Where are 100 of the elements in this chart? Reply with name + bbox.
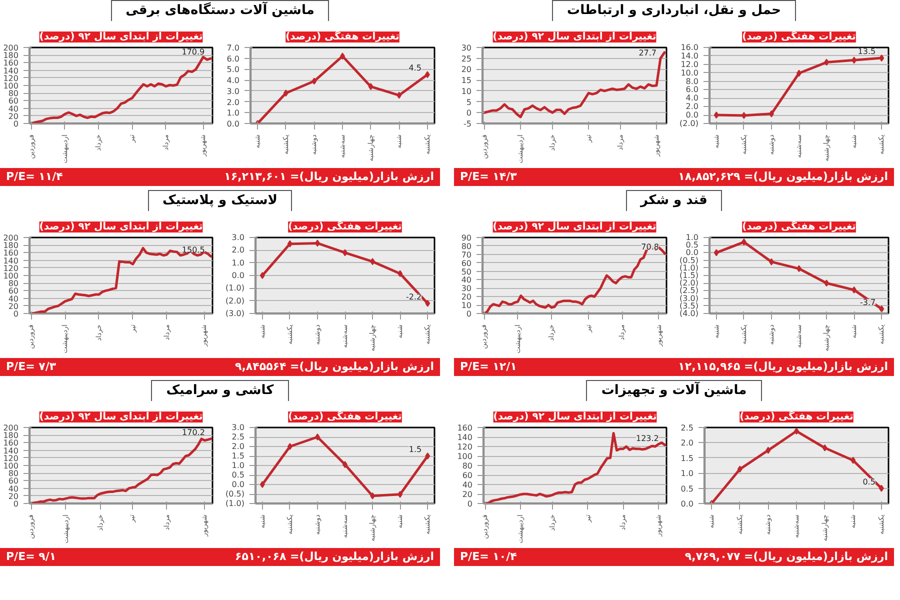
y-tick-label: 100 (3, 82, 19, 90)
y-tick-label: 140 (3, 446, 19, 456)
chart-title: تغییرات هفتگی (درصد) (286, 30, 400, 42)
chart-title: تغییرات هفتگی (درصد) (742, 30, 856, 42)
y-tick-label: 200 (3, 44, 19, 52)
y-tick-label: 0.0 (680, 500, 694, 508)
y-tick-label: 3.0 (232, 423, 245, 432)
y-tick-label: 15 (461, 76, 472, 86)
y-tick-label: 14.0 (680, 51, 698, 60)
y-tick-label: 10 (461, 301, 472, 310)
text: P/E= ۹/۱ (6, 549, 56, 565)
y-tick-label: 60 (8, 286, 19, 296)
y-tick-label: 6.0 (686, 85, 699, 94)
y-tick-label: 20 (8, 302, 19, 311)
data-label: 70.8 (641, 242, 659, 252)
y-tick-label: 0.0 (226, 120, 240, 128)
y-tick-label: 80 (462, 462, 473, 470)
y-tick-label: 20 (461, 65, 472, 74)
y-tick-label: 40 (8, 484, 19, 494)
y-tick-label: 120 (457, 442, 473, 452)
y-tick-label: 200 (3, 424, 19, 432)
y-tick-label: 140 (3, 256, 19, 266)
text: ماشین آلات دستگاه‌های برقی (110, 0, 330, 21)
chart-title: تغییرات از ابتدای سال ۹۲ (درصد) (39, 222, 203, 232)
y-tick-label: 0 (13, 120, 19, 128)
y-tick-label: 40 (8, 294, 19, 304)
y-tick-label: 180 (3, 431, 19, 440)
y-tick-label: (4.0) (680, 309, 699, 318)
y-tick-label: 0.5 (686, 240, 699, 250)
y-tick-label: (1.0) (680, 263, 699, 272)
chart-title: تغییرات از ابتدای سال ۹۲ (درصد) (39, 412, 203, 422)
y-tick-label: 100 (457, 452, 473, 461)
y-tick-label: 60 (8, 476, 19, 486)
y-tick-label: 2.0 (232, 442, 245, 451)
y-tick-label: 1.5 (232, 452, 245, 460)
y-tick-label: (1.5) (680, 271, 699, 280)
text: P/E= ۱۰/۴ (460, 549, 517, 565)
y-tick-label: (1.0) (226, 284, 245, 293)
y-tick-label: -5 (464, 120, 472, 128)
y-tick-label: 0.0 (686, 110, 699, 120)
y-tick-label: 0.5 (680, 484, 694, 494)
text: ماشین آلات و تجهیزات (586, 380, 762, 401)
text: ارزش بازار(میلیون ریال)= ۱۲,۱۱۵,۹۶۵ (678, 359, 888, 375)
y-tick-label: (0.5) (226, 490, 245, 498)
y-tick-label: 100 (3, 462, 19, 470)
y-tick-label: (1.0) (226, 499, 245, 508)
y-tick-label: (2.5) (680, 286, 699, 296)
y-tick-label: 7.0 (226, 44, 240, 52)
y-tick-label: 2.0 (686, 102, 699, 112)
y-tick-label: 5 (466, 98, 472, 107)
y-tick-label: 180 (3, 241, 19, 250)
y-tick-label: 8.0 (686, 76, 699, 86)
chart-title: تغییرات هفتگی (درصد) (742, 220, 856, 232)
y-tick-label: 160 (3, 248, 19, 258)
y-tick-label: 20 (462, 490, 473, 499)
chart-title: تغییرات از ابتدای سال ۹۲ (درصد) (493, 412, 657, 422)
y-tick-label: 40 (462, 480, 473, 490)
y-tick-label: 200 (3, 234, 19, 242)
chart-title: تغییرات از ابتدای سال ۹۲ (درصد) (492, 222, 656, 232)
y-tick-label: (3.0) (680, 294, 699, 303)
y-tick-label: 10 (461, 86, 472, 96)
y-tick-label: 2.0 (680, 438, 694, 448)
data-label: 1.5 (408, 445, 422, 454)
text: قند و شکر (626, 190, 722, 211)
y-tick-label: 60 (8, 96, 19, 106)
data-label: 170.2 (182, 428, 205, 437)
y-tick-label: 0.0 (232, 480, 245, 489)
y-tick-label: 40 (8, 104, 19, 114)
chart-title: تغییرات هفتگی (درصد) (288, 410, 402, 422)
y-tick-label: 160 (3, 438, 19, 448)
y-tick-label: 160 (3, 58, 19, 68)
y-tick-label: 40 (461, 276, 472, 285)
data-label: 4.5 (408, 64, 422, 73)
y-tick-label: 0 (466, 310, 472, 318)
text: ارزش بازار(میلیون ریال)= ۱۸,۸۵۲,۶۲۹ (678, 169, 888, 185)
y-tick-label: 120 (3, 74, 19, 83)
text: کاشی و سرامیک (151, 380, 289, 401)
y-tick-label: 100 (3, 272, 19, 280)
y-tick-label: 0 (13, 310, 19, 318)
y-tick-label: 0 (13, 500, 19, 508)
y-tick-label: 1.0 (226, 108, 240, 118)
text: ارزش بازار(میلیون ریال)= ۹,۸۴۵۵۶۴ (235, 359, 434, 375)
y-tick-label: 160 (457, 424, 473, 432)
y-tick-label: 30 (461, 284, 472, 294)
y-tick-label: 4.0 (686, 94, 699, 103)
y-tick-label: 6.0 (226, 54, 240, 64)
y-tick-label: (3.0) (226, 309, 245, 318)
y-tick-label: 1.5 (680, 454, 694, 463)
y-tick-label: 20 (461, 292, 472, 302)
text: ارزش بازار(میلیون ریال)= ۹,۷۶۹,۰۷۷ (684, 549, 888, 565)
y-tick-label: 140 (3, 66, 19, 76)
y-tick-label: 80 (461, 242, 472, 251)
y-tick-label: (2.0) (226, 296, 245, 306)
y-tick-label: 120 (3, 264, 19, 273)
y-tick-label: 20 (8, 492, 19, 501)
y-tick-label: 2.5 (680, 424, 694, 432)
y-tick-label: 60 (462, 471, 473, 480)
y-tick-label: 70 (461, 250, 472, 260)
data-label: -3.7 (860, 298, 876, 307)
y-tick-label: 1.0 (232, 461, 245, 470)
